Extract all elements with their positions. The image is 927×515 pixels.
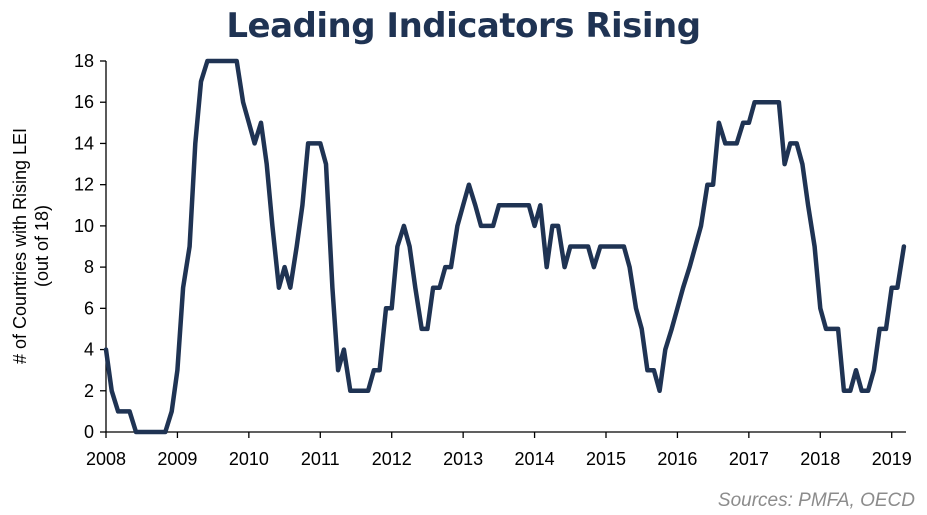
y-tick-label: 10 bbox=[74, 216, 94, 236]
y-tick-label: 6 bbox=[84, 298, 94, 318]
x-tick-label: 2017 bbox=[729, 449, 769, 469]
x-tick-label: 2016 bbox=[657, 449, 697, 469]
x-tick-label: 2010 bbox=[229, 449, 269, 469]
x-tick-label: 2009 bbox=[157, 449, 197, 469]
y-axis-title-line2: (out of 18) bbox=[32, 205, 52, 287]
source-note: Sources: PMFA, OECD bbox=[717, 490, 915, 511]
x-tick-label: 2012 bbox=[372, 449, 412, 469]
y-tick-label: 16 bbox=[74, 92, 94, 112]
series-line-rising-lei bbox=[103, 58, 907, 435]
y-tick-label: 4 bbox=[84, 340, 94, 360]
chart-title: Leading Indicators Rising bbox=[226, 6, 701, 46]
x-tick-label: 2013 bbox=[443, 449, 483, 469]
x-tick-label: 2019 bbox=[872, 449, 912, 469]
y-axis-ticks: 0 2 4 6 8 10 12 14 16 18 bbox=[74, 51, 106, 442]
x-tick-label: 2018 bbox=[800, 449, 840, 469]
y-tick-label: 8 bbox=[84, 257, 94, 277]
y-tick-label: 12 bbox=[74, 175, 94, 195]
x-axis-ticks: 2008 2009 2010 2011 2012 2013 2014 2015 2016 2017… bbox=[86, 432, 912, 469]
y-tick-label: 14 bbox=[74, 133, 94, 153]
y-axis-title-line1: # of Countries with Rising LEI bbox=[10, 128, 30, 364]
x-tick-label: 2008 bbox=[86, 449, 126, 469]
x-tick-label: 2015 bbox=[586, 449, 626, 469]
y-tick-label: 0 bbox=[84, 422, 94, 442]
y-tick-label: 2 bbox=[84, 381, 94, 401]
x-tick-label: 2014 bbox=[515, 449, 555, 469]
x-tick-label: 2011 bbox=[301, 449, 340, 469]
y-tick-label: 18 bbox=[74, 51, 94, 71]
